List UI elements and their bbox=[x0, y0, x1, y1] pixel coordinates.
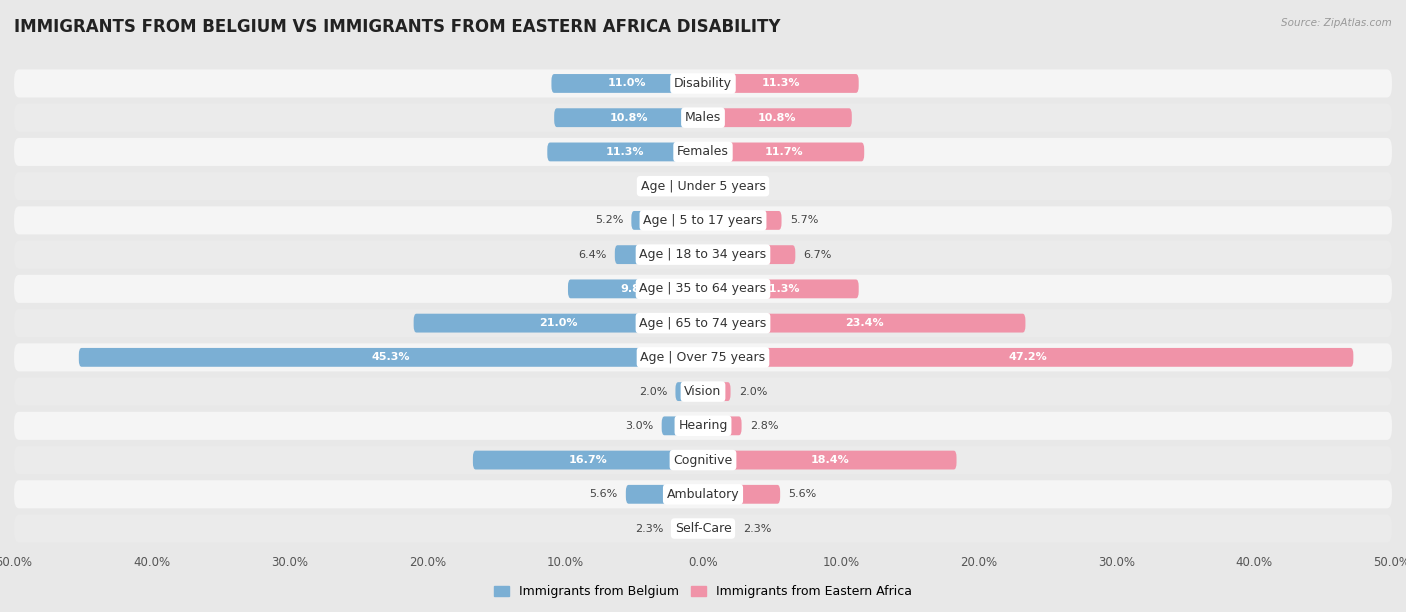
Text: 5.6%: 5.6% bbox=[789, 490, 817, 499]
FancyBboxPatch shape bbox=[703, 245, 796, 264]
FancyBboxPatch shape bbox=[14, 206, 1392, 234]
FancyBboxPatch shape bbox=[14, 275, 1392, 303]
FancyBboxPatch shape bbox=[703, 74, 859, 93]
Text: 6.4%: 6.4% bbox=[578, 250, 606, 259]
FancyBboxPatch shape bbox=[14, 343, 1392, 371]
Text: Vision: Vision bbox=[685, 385, 721, 398]
Text: 23.4%: 23.4% bbox=[845, 318, 883, 328]
FancyBboxPatch shape bbox=[14, 412, 1392, 440]
FancyBboxPatch shape bbox=[413, 314, 703, 332]
FancyBboxPatch shape bbox=[554, 108, 703, 127]
Text: 5.2%: 5.2% bbox=[595, 215, 623, 225]
FancyBboxPatch shape bbox=[703, 450, 956, 469]
FancyBboxPatch shape bbox=[14, 172, 1392, 200]
Text: 1.3%: 1.3% bbox=[648, 181, 676, 191]
Legend: Immigrants from Belgium, Immigrants from Eastern Africa: Immigrants from Belgium, Immigrants from… bbox=[489, 580, 917, 603]
Text: Age | Under 5 years: Age | Under 5 years bbox=[641, 180, 765, 193]
Text: 9.8%: 9.8% bbox=[620, 284, 651, 294]
Text: Age | 18 to 34 years: Age | 18 to 34 years bbox=[640, 248, 766, 261]
Text: 5.7%: 5.7% bbox=[790, 215, 818, 225]
FancyBboxPatch shape bbox=[703, 280, 859, 298]
FancyBboxPatch shape bbox=[79, 348, 703, 367]
Text: 2.0%: 2.0% bbox=[638, 387, 668, 397]
FancyBboxPatch shape bbox=[631, 211, 703, 230]
Text: Hearing: Hearing bbox=[678, 419, 728, 432]
FancyBboxPatch shape bbox=[703, 416, 741, 435]
FancyBboxPatch shape bbox=[703, 177, 720, 196]
Text: 21.0%: 21.0% bbox=[538, 318, 578, 328]
Text: 11.0%: 11.0% bbox=[607, 78, 647, 89]
Text: 11.3%: 11.3% bbox=[762, 284, 800, 294]
FancyBboxPatch shape bbox=[551, 74, 703, 93]
Text: 2.8%: 2.8% bbox=[749, 421, 779, 431]
Text: 2.3%: 2.3% bbox=[742, 523, 772, 534]
Text: 6.7%: 6.7% bbox=[804, 250, 832, 259]
FancyBboxPatch shape bbox=[14, 241, 1392, 269]
FancyBboxPatch shape bbox=[703, 348, 1354, 367]
Text: Females: Females bbox=[678, 146, 728, 159]
FancyBboxPatch shape bbox=[14, 103, 1392, 132]
Text: 2.0%: 2.0% bbox=[738, 387, 768, 397]
FancyBboxPatch shape bbox=[675, 382, 703, 401]
FancyBboxPatch shape bbox=[626, 485, 703, 504]
FancyBboxPatch shape bbox=[14, 69, 1392, 97]
FancyBboxPatch shape bbox=[547, 143, 703, 162]
Text: Disability: Disability bbox=[673, 77, 733, 90]
FancyBboxPatch shape bbox=[703, 211, 782, 230]
FancyBboxPatch shape bbox=[14, 515, 1392, 543]
Text: 3.0%: 3.0% bbox=[626, 421, 654, 431]
Text: 5.6%: 5.6% bbox=[589, 490, 617, 499]
FancyBboxPatch shape bbox=[703, 108, 852, 127]
Text: 11.3%: 11.3% bbox=[606, 147, 644, 157]
FancyBboxPatch shape bbox=[14, 446, 1392, 474]
FancyBboxPatch shape bbox=[703, 485, 780, 504]
Text: Age | 35 to 64 years: Age | 35 to 64 years bbox=[640, 282, 766, 296]
Text: 1.2%: 1.2% bbox=[728, 181, 756, 191]
Text: Source: ZipAtlas.com: Source: ZipAtlas.com bbox=[1281, 18, 1392, 28]
FancyBboxPatch shape bbox=[472, 450, 703, 469]
Text: Males: Males bbox=[685, 111, 721, 124]
Text: Age | 65 to 74 years: Age | 65 to 74 years bbox=[640, 316, 766, 330]
Text: 10.8%: 10.8% bbox=[758, 113, 797, 122]
Text: 10.8%: 10.8% bbox=[609, 113, 648, 122]
Text: IMMIGRANTS FROM BELGIUM VS IMMIGRANTS FROM EASTERN AFRICA DISABILITY: IMMIGRANTS FROM BELGIUM VS IMMIGRANTS FR… bbox=[14, 18, 780, 36]
FancyBboxPatch shape bbox=[703, 519, 735, 538]
Text: 16.7%: 16.7% bbox=[568, 455, 607, 465]
Text: Self-Care: Self-Care bbox=[675, 522, 731, 535]
FancyBboxPatch shape bbox=[703, 143, 865, 162]
FancyBboxPatch shape bbox=[14, 138, 1392, 166]
FancyBboxPatch shape bbox=[14, 480, 1392, 509]
Text: 2.3%: 2.3% bbox=[634, 523, 664, 534]
Text: Age | 5 to 17 years: Age | 5 to 17 years bbox=[644, 214, 762, 227]
Text: 11.7%: 11.7% bbox=[765, 147, 803, 157]
Text: 18.4%: 18.4% bbox=[810, 455, 849, 465]
Text: 11.3%: 11.3% bbox=[762, 78, 800, 89]
FancyBboxPatch shape bbox=[568, 280, 703, 298]
FancyBboxPatch shape bbox=[703, 382, 731, 401]
FancyBboxPatch shape bbox=[662, 416, 703, 435]
Text: 47.2%: 47.2% bbox=[1008, 353, 1047, 362]
FancyBboxPatch shape bbox=[703, 314, 1025, 332]
Text: 45.3%: 45.3% bbox=[371, 353, 411, 362]
Text: Cognitive: Cognitive bbox=[673, 453, 733, 466]
Text: Age | Over 75 years: Age | Over 75 years bbox=[641, 351, 765, 364]
Text: Ambulatory: Ambulatory bbox=[666, 488, 740, 501]
FancyBboxPatch shape bbox=[671, 519, 703, 538]
FancyBboxPatch shape bbox=[614, 245, 703, 264]
FancyBboxPatch shape bbox=[685, 177, 703, 196]
FancyBboxPatch shape bbox=[14, 378, 1392, 406]
FancyBboxPatch shape bbox=[14, 309, 1392, 337]
